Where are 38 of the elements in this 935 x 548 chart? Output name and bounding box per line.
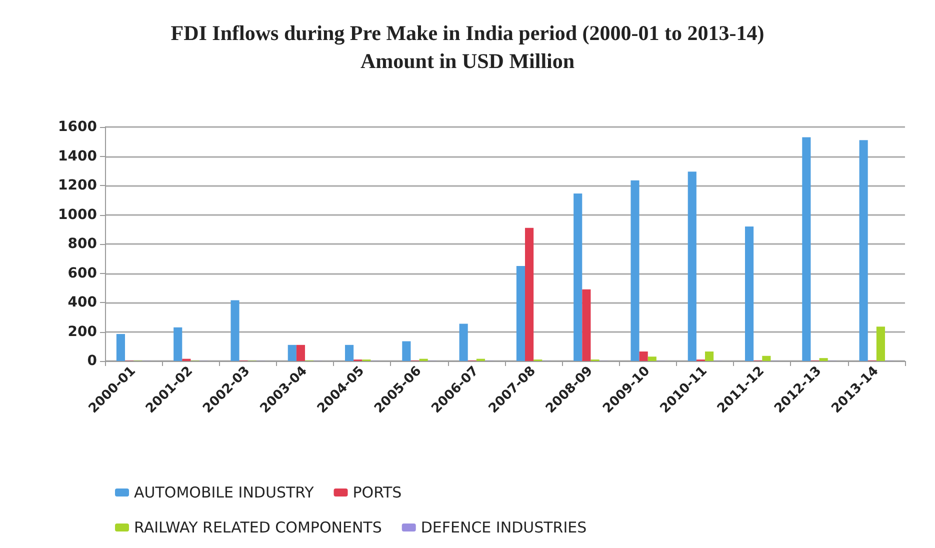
bar xyxy=(582,289,591,361)
chart-subtitle: Amount in USD Million xyxy=(360,49,575,73)
bar xyxy=(516,266,525,361)
y-tick-label: 1200 xyxy=(58,178,98,194)
bar xyxy=(116,334,125,361)
bar xyxy=(345,344,354,361)
bar xyxy=(745,226,754,361)
bar xyxy=(876,326,885,361)
legend-label: RAILWAY RELATED COMPONENTS xyxy=(134,518,382,536)
bar xyxy=(639,351,648,361)
y-tick-label: 1400 xyxy=(58,148,98,164)
bar xyxy=(402,341,411,361)
bar xyxy=(705,351,714,361)
bar xyxy=(574,194,582,361)
legend-label: AUTOMOBILE INDUSTRY xyxy=(134,484,315,502)
bar xyxy=(648,356,656,361)
y-tick-label: 400 xyxy=(68,294,98,310)
chart-title: FDI Inflows during Pre Make in India period (2000-01 to 2013-14) xyxy=(170,21,764,45)
bar xyxy=(688,172,696,361)
bar xyxy=(230,300,240,361)
y-tick-label: 1600 xyxy=(58,119,98,135)
bar xyxy=(288,344,296,361)
y-tick-label: 0 xyxy=(87,353,98,369)
bar xyxy=(819,358,828,361)
y-tick-label: 200 xyxy=(68,324,98,340)
bar xyxy=(174,327,182,361)
bar xyxy=(630,180,640,361)
y-tick-label: 800 xyxy=(68,236,98,252)
bar xyxy=(296,344,305,361)
bar xyxy=(762,356,771,361)
bar xyxy=(459,324,468,361)
legend-label: DEFENCE INDUSTRIES xyxy=(420,518,587,536)
bar xyxy=(802,137,811,361)
y-tick-label: 1000 xyxy=(58,206,98,223)
legend-label: PORTS xyxy=(352,484,402,502)
bar xyxy=(525,228,534,361)
y-tick-label: 600 xyxy=(68,265,98,282)
bar xyxy=(859,140,868,361)
